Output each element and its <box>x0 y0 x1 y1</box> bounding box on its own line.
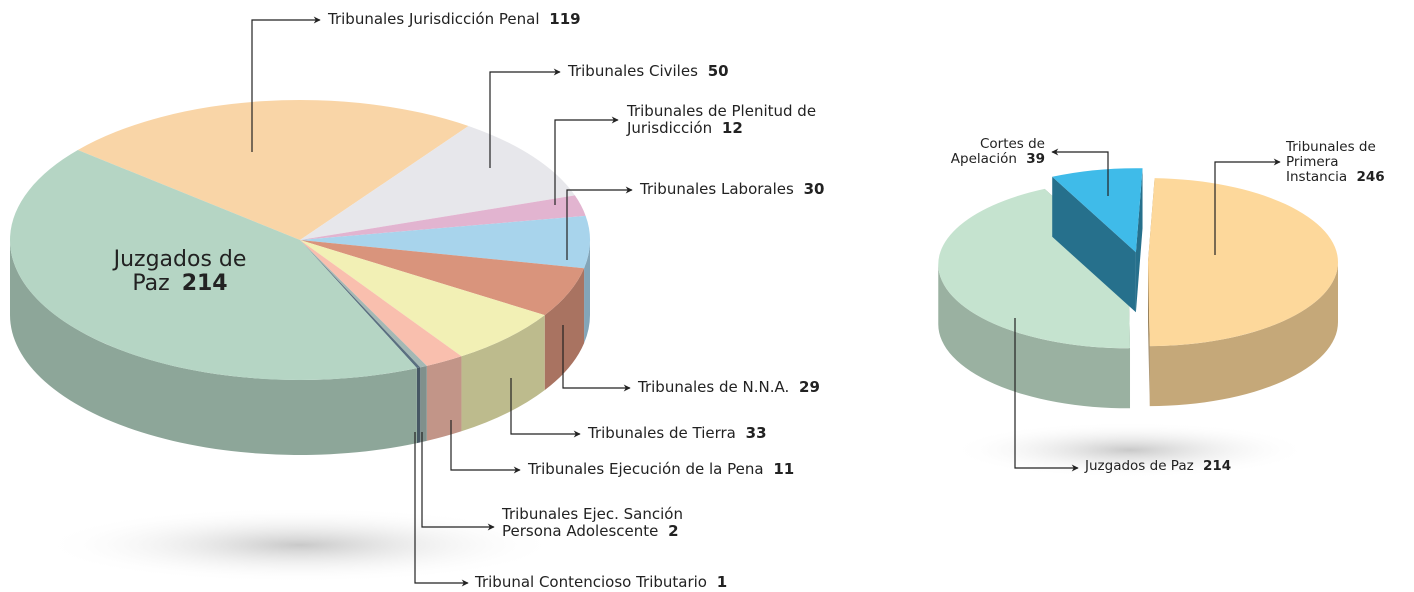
slice-top <box>300 126 575 240</box>
connector <box>566 186 633 260</box>
value-label: 246 <box>1356 168 1385 185</box>
pie-slice <box>300 195 586 240</box>
value-label: 29 <box>799 378 820 396</box>
shadow <box>950 422 1310 478</box>
pie-slice <box>300 240 545 432</box>
slice-top <box>1052 168 1143 253</box>
slice-label: Tribunales Jurisdicción Penal 119 <box>328 11 628 28</box>
slice-label: Tribunales de Tierra 33 <box>588 425 848 442</box>
category-name: Tribunales de Plenitud de Jurisdicción <box>627 102 817 137</box>
value-label: 50 <box>707 62 729 80</box>
slice-side <box>416 367 421 444</box>
slice-label: Tribunales de N.N.A. 29 <box>638 379 898 396</box>
slice-wall <box>1135 168 1143 313</box>
slice-label: Tribunales Ejec. Sanción Persona Adolesc… <box>502 506 732 539</box>
slice-label: Juzgados de Paz 214 <box>1085 459 1315 474</box>
pie-slice <box>10 150 417 456</box>
value-label: 2 <box>668 521 679 540</box>
slice-side <box>10 240 417 456</box>
slice-top <box>10 150 417 380</box>
slice-label: Tribunales Civiles 50 <box>568 63 828 80</box>
slice-top <box>77 100 469 241</box>
category-name: Tribunales de Primera Instancia <box>1286 139 1376 185</box>
slice-top <box>300 240 462 366</box>
value-label: 11 <box>773 460 795 478</box>
slice-top <box>1147 178 1338 347</box>
slice-top <box>300 215 590 269</box>
slice-label: Tribunal Contencioso Tributario 1 <box>475 574 795 591</box>
slice-top <box>300 240 545 357</box>
slice-side <box>938 264 1131 409</box>
category-name: Tribunales Civiles <box>568 62 698 80</box>
category-name: Tribunales Laborales <box>640 180 794 198</box>
slice-label: Tribunales de Plenitud de Jurisdicción 1… <box>627 103 862 136</box>
category-name: Tribunales Ejecución de la Pena <box>528 460 764 478</box>
slice-wall <box>1052 176 1136 313</box>
pie-slice <box>300 215 590 344</box>
slice-side <box>420 365 427 443</box>
pie-slice <box>300 240 585 391</box>
slice-label: Cortes de Apelación 39 <box>940 137 1045 167</box>
category-name: Juzgados de Paz <box>1085 458 1194 474</box>
slice-label: Tribunales Ejecución de la Pena 11 <box>528 461 848 478</box>
connector <box>1214 158 1281 255</box>
slice-side <box>544 268 585 391</box>
value-label: 1 <box>716 573 728 591</box>
pie-slice <box>300 240 427 443</box>
connector <box>489 68 561 168</box>
pie-slice <box>300 126 575 240</box>
slice-label: Juzgados de Paz 214 <box>105 247 255 297</box>
category-name: Tribunales de Tierra <box>588 424 736 442</box>
value-label: 30 <box>803 180 825 198</box>
pie-slice <box>77 100 469 241</box>
slice-label: Tribunales Laborales 30 <box>640 181 900 198</box>
category-name: Juzgados de Paz <box>113 247 247 297</box>
connector <box>251 16 321 152</box>
pie-slice <box>1147 178 1338 407</box>
connector <box>554 116 619 205</box>
slice-side <box>584 240 590 344</box>
pie-slice <box>300 240 462 441</box>
connector <box>414 432 469 587</box>
category-name: Tribunales Ejec. Sanción Persona Adolesc… <box>502 505 683 540</box>
slice-wall <box>1147 262 1150 407</box>
value-label: 214 <box>1202 458 1232 474</box>
connectors <box>251 16 1281 587</box>
connector <box>421 432 495 531</box>
slice-top <box>300 240 427 368</box>
shadow <box>40 507 560 583</box>
connector <box>1014 318 1079 472</box>
slice-side <box>426 356 462 441</box>
connector <box>1051 148 1109 196</box>
slice-label: Tribunales de Primera Instancia 246 <box>1286 140 1396 185</box>
value-label: 12 <box>721 118 743 137</box>
category-name: Tribunales de N.N.A. <box>638 378 790 396</box>
value-label: 39 <box>1026 150 1045 167</box>
category-name: Tribunales Jurisdicción Penal <box>328 10 540 28</box>
value-label: 33 <box>745 424 767 442</box>
slice-top <box>300 240 585 316</box>
connector <box>450 420 521 474</box>
slice-top <box>300 240 421 369</box>
category-name: Cortes de Apelación <box>950 136 1045 167</box>
pie-slice <box>1052 168 1143 313</box>
slice-side <box>1149 262 1338 407</box>
connector <box>562 325 631 392</box>
category-name: Tribunal Contencioso Tributario <box>475 573 707 591</box>
slice-top <box>300 195 586 240</box>
value-label: 214 <box>181 271 228 297</box>
value-label: 119 <box>549 10 581 28</box>
pies <box>10 100 1338 456</box>
slice-side <box>461 315 545 432</box>
connector <box>510 378 581 438</box>
pie-slice <box>300 240 421 444</box>
